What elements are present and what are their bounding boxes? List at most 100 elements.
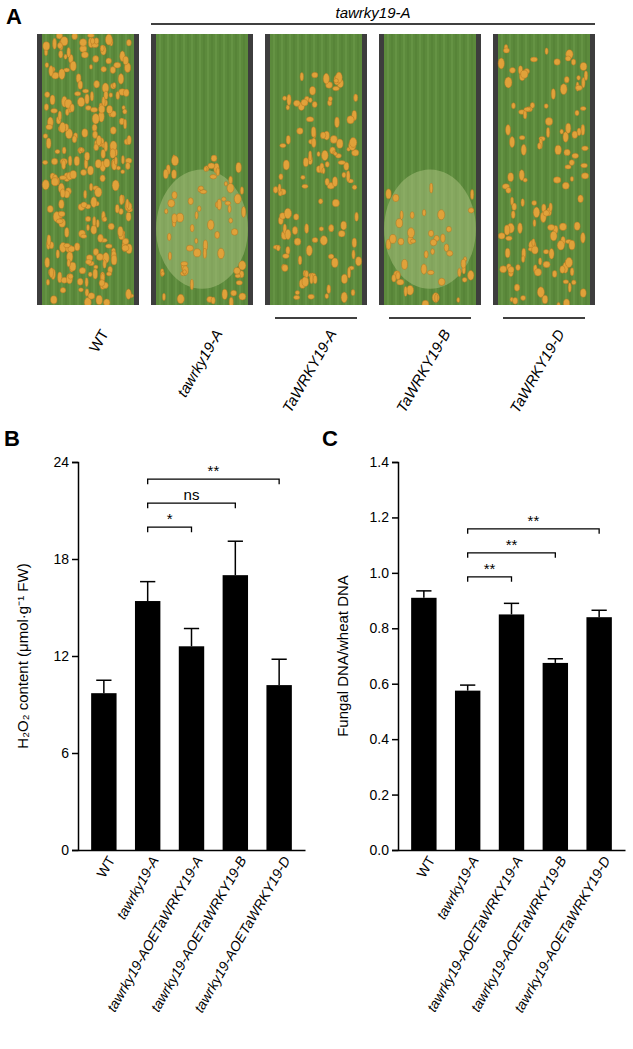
pustule — [168, 199, 175, 207]
error-bar-cap — [592, 610, 607, 612]
pustule — [106, 272, 111, 276]
pustule — [578, 195, 583, 203]
pustule — [183, 270, 187, 274]
pustule — [86, 225, 89, 231]
pustule — [88, 34, 95, 38]
pustule — [468, 208, 474, 213]
pustule — [557, 241, 564, 250]
pustule — [543, 249, 548, 254]
pustule — [575, 85, 582, 90]
pustule — [103, 217, 107, 222]
pustule — [229, 218, 233, 223]
pustule — [581, 232, 586, 243]
pustule — [62, 147, 66, 154]
pustule — [207, 220, 214, 230]
leaf-edge — [134, 34, 139, 305]
leaf-vein — [98, 34, 99, 305]
pustule — [235, 274, 241, 278]
leaf-edge — [265, 34, 270, 305]
pustule — [95, 159, 101, 168]
error-bar-stem — [467, 685, 469, 691]
y-tick-label: 24 — [53, 454, 69, 470]
x-tick: tawrky19-A — [113, 850, 162, 922]
pustule — [87, 166, 93, 175]
leaf-vein — [392, 34, 393, 305]
x-tick: WT — [413, 850, 438, 880]
leaf-vein — [110, 34, 111, 305]
pustule — [70, 61, 76, 71]
pustule — [396, 219, 403, 228]
x-tick-label: WT — [93, 853, 118, 880]
pustule — [297, 128, 303, 135]
pustule — [68, 156, 72, 166]
pustule — [217, 199, 221, 210]
pustule — [306, 245, 312, 256]
bar — [543, 663, 568, 850]
pustule — [279, 174, 283, 180]
error-bar — [184, 629, 199, 647]
pustule — [81, 202, 87, 208]
pustule — [218, 248, 225, 259]
pustule — [582, 146, 589, 151]
leaf-vein — [530, 34, 531, 305]
pustule — [240, 187, 243, 195]
leaf-vein — [514, 34, 515, 305]
error-bar-stem — [511, 603, 513, 614]
pustule — [62, 160, 66, 169]
pustule — [190, 224, 194, 231]
pustule — [461, 259, 466, 268]
pustule — [506, 125, 511, 136]
y-axis: 06121824 — [53, 454, 78, 858]
pustule — [59, 69, 65, 80]
pustule — [341, 274, 347, 283]
pustule — [168, 252, 171, 260]
pustule — [294, 238, 301, 245]
pustule — [58, 111, 61, 121]
pustule — [312, 237, 318, 242]
leaf-background — [265, 34, 367, 305]
pustule — [51, 108, 58, 113]
pustule — [565, 258, 572, 268]
pustule — [66, 274, 72, 284]
annotations: ****** — [468, 512, 599, 582]
pustule — [546, 127, 549, 137]
pustule — [59, 51, 63, 59]
pustule — [309, 151, 312, 161]
pustule — [346, 171, 350, 182]
bar-chart: 06121824H₂O₂ content (μmol·g⁻¹ FW)WTtawr… — [14, 454, 306, 1015]
pustule — [127, 135, 131, 144]
pustule — [325, 178, 329, 185]
leaf-vein — [582, 34, 583, 305]
pustule — [190, 279, 193, 289]
pustule — [82, 129, 88, 137]
pustule — [165, 209, 168, 214]
label-underline — [275, 317, 357, 319]
error-bar-stem — [103, 680, 105, 693]
pustule — [92, 124, 97, 131]
pustule — [111, 255, 117, 265]
pustule — [43, 134, 48, 139]
pustule — [283, 160, 289, 170]
error-bar-cap — [460, 684, 475, 686]
leaf — [493, 34, 595, 305]
pustule — [328, 254, 333, 259]
x-axis: WTtawrky19-Atawrky19-AOETaWRKY19-Atawrky… — [399, 850, 626, 1015]
pustule — [468, 270, 474, 280]
pustule — [397, 279, 404, 285]
error-bar-stem — [235, 541, 237, 575]
pustule — [313, 275, 317, 283]
leaf-vein — [574, 34, 575, 305]
x-tick-label: tawrky19-AOETaWRKY19-D — [511, 853, 614, 1015]
pustule — [195, 211, 198, 219]
pustule — [341, 292, 347, 303]
pustule — [224, 182, 227, 186]
y-tick-label: 12 — [53, 648, 69, 664]
significance-label: ** — [484, 560, 496, 577]
pustule — [104, 141, 108, 151]
pustule — [123, 109, 127, 114]
pustule — [530, 102, 534, 108]
pustule — [294, 214, 299, 220]
pustule — [511, 211, 515, 219]
pustule — [569, 240, 575, 250]
pustule — [167, 233, 171, 240]
